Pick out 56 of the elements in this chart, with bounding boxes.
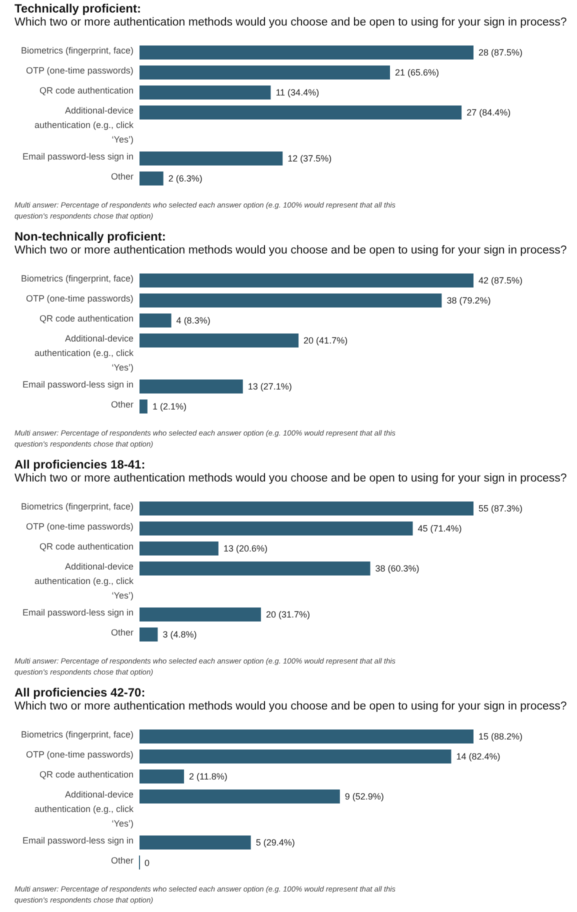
y-tick-label: Additional-device authentication (e.g., click ‘Yes’) <box>34 334 134 372</box>
chart-title: All proficiencies 18-41: <box>14 458 146 472</box>
data-label: 0 <box>144 858 150 868</box>
chart-subtitle: Which two or more authentication methods would you choose and be open to using for your sign in process? <box>14 244 567 256</box>
y-tick-label: Other <box>110 856 134 866</box>
data-label: 20 (31.7%) <box>266 610 310 620</box>
y-tick-label: Email password-less sign in <box>22 836 134 846</box>
data-label: 20 (41.7%) <box>304 336 348 346</box>
data-label: 12 (37.5%) <box>288 154 332 164</box>
y-tick-label: Additional-device authentication (e.g., click ‘Yes’) <box>34 106 134 144</box>
data-label: 28 (87.5%) <box>478 48 523 58</box>
data-label: 27 (84.4%) <box>466 108 511 118</box>
chart-subtitle: Which two or more authentication methods would you choose and be open to using for your sign in process? <box>14 472 567 484</box>
data-label: 38 (60.3%) <box>375 564 420 574</box>
data-label: 55 (87.3%) <box>478 504 523 514</box>
chart-title: Technically proficient: <box>14 2 141 16</box>
y-tick-label: OTP (one-time passwords) <box>26 66 134 76</box>
y-tick-label: Biometrics (fingerprint, face) <box>20 274 134 284</box>
y-tick-label: QR code authentication <box>39 314 134 324</box>
y-tick-label: Additional-device authentication (e.g., click ‘Yes’) <box>34 562 134 600</box>
chart-subtitle: Which two or more authentication methods would you choose and be open to using for your sign in process? <box>14 16 567 28</box>
y-tick-label: OTP (one-time passwords) <box>26 522 134 532</box>
data-label: 2 (11.8%) <box>189 772 228 782</box>
chart-subtitle: Which two or more authentication methods would you choose and be open to using for your sign in process? <box>14 700 567 712</box>
data-label: 15 (88.2%) <box>478 732 523 742</box>
data-label: 13 (27.1%) <box>248 382 292 392</box>
y-tick-label: Biometrics (fingerprint, face) <box>20 730 134 740</box>
y-tick-label: Email password-less sign in <box>22 380 134 390</box>
y-tick-label: Other <box>110 628 134 638</box>
data-label: 9 (52.9%) <box>344 792 384 802</box>
data-label: 3 (4.8%) <box>162 630 197 640</box>
data-label: 45 (71.4%) <box>418 524 462 534</box>
y-tick-label: QR code authentication <box>39 86 134 96</box>
y-tick-label: Additional-device authentication (e.g., click ‘Yes’) <box>34 790 134 828</box>
y-tick-label: OTP (one-time passwords) <box>26 750 134 760</box>
data-label: 2 (6.3%) <box>168 174 202 184</box>
y-tick-label: Biometrics (fingerprint, face) <box>20 46 134 56</box>
data-label: 21 (65.6%) <box>395 68 440 78</box>
data-label: 13 (20.6%) <box>223 544 268 554</box>
y-tick-label: Email password-less sign in <box>22 608 134 618</box>
y-tick-label: Other <box>110 172 134 182</box>
y-tick-label: OTP (one-time passwords) <box>26 294 134 304</box>
y-tick-label: Biometrics (fingerprint, face) <box>20 502 134 512</box>
y-tick-label: Email password-less sign in <box>22 152 134 162</box>
data-label: 14 (82.4%) <box>456 752 500 762</box>
chart-title: Non-technically proficient: <box>14 230 166 244</box>
data-label: 1 (2.1%) <box>152 402 186 412</box>
data-label: 11 (34.4%) <box>276 88 320 98</box>
chart-title: All proficiencies 42-70: <box>14 686 146 700</box>
data-label: 4 (8.3%) <box>176 316 210 326</box>
data-label: 5 (29.4%) <box>256 838 295 848</box>
y-tick-label: QR code authentication <box>39 770 134 780</box>
y-tick-label: QR code authentication <box>39 542 134 552</box>
y-tick-label: Other <box>110 400 134 410</box>
data-label: 42 (87.5%) <box>478 276 523 286</box>
data-label: 38 (79.2%) <box>446 296 491 306</box>
